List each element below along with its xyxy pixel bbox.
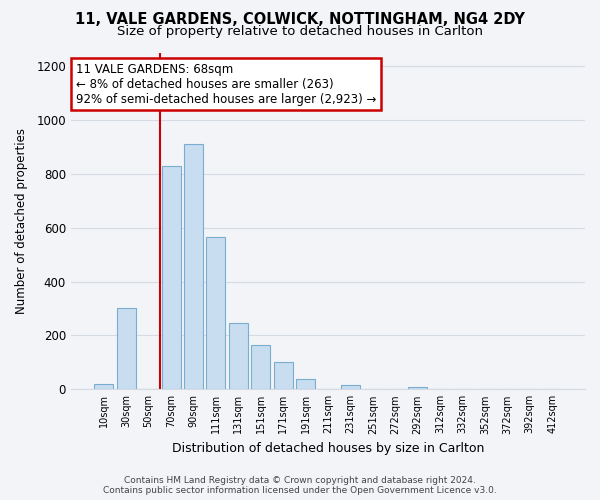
Bar (161, 166, 181, 390)
Bar (117, 308, 136, 390)
Bar (94, 384, 113, 390)
Bar (206, 237, 226, 390)
Y-axis label: Number of detached properties: Number of detached properties (15, 128, 28, 314)
Bar (274, 362, 293, 390)
Text: Size of property relative to detached houses in Carlton: Size of property relative to detached ho… (117, 25, 483, 38)
Bar (251, 346, 270, 390)
Text: Contains HM Land Registry data © Crown copyright and database right 2024.
Contai: Contains HM Land Registry data © Crown c… (103, 476, 497, 495)
Text: 11 VALE GARDENS: 68sqm
← 8% of detached houses are smaller (263)
92% of semi-det: 11 VALE GARDENS: 68sqm ← 8% of detached … (76, 62, 376, 106)
Bar (229, 324, 248, 390)
Bar (408, 386, 427, 390)
Bar (296, 378, 315, 390)
X-axis label: Distribution of detached houses by size in Carlton: Distribution of detached houses by size … (172, 442, 484, 455)
Bar (341, 386, 360, 390)
Text: 11, VALE GARDENS, COLWICK, NOTTINGHAM, NG4 2DY: 11, VALE GARDENS, COLWICK, NOTTINGHAM, N… (75, 12, 525, 28)
Bar (184, 144, 203, 390)
